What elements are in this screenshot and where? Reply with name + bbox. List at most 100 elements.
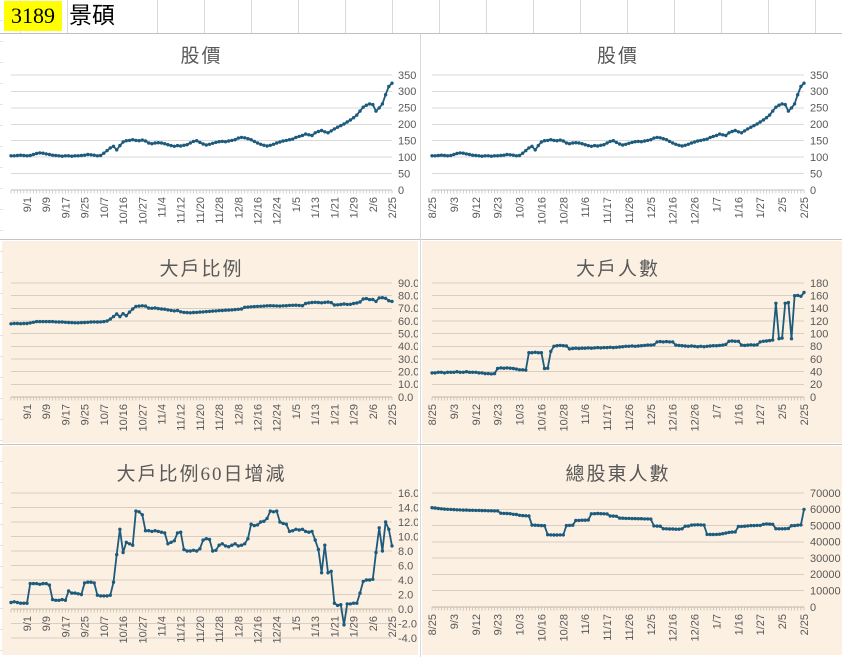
data-point-marker [380, 296, 385, 300]
x-axis-label: 1/29 [349, 197, 361, 218]
x-axis-label: 11/20 [195, 197, 207, 224]
data-point-marker [118, 314, 122, 319]
data-point-marker [233, 542, 237, 546]
data-point-marker [686, 142, 690, 146]
data-point-marker [307, 301, 311, 305]
data-point-marker [564, 141, 569, 145]
chart-canvas: 0 50 100 150 200 250 300 350 9/1 9/9 9/17 9/25 10/7 1… [9, 70, 416, 225]
data-point-marker [599, 143, 603, 147]
data-point-marker [552, 533, 556, 537]
x-axis-label: 11/12 [176, 404, 188, 431]
sheet-edge-ticks [0, 0, 3, 657]
data-point-marker [89, 320, 93, 324]
data-point-marker [577, 518, 581, 523]
y-axis-label: 100 [810, 329, 828, 341]
data-point-marker [47, 583, 52, 587]
stock-name-cell[interactable]: 景碩 [69, 3, 115, 28]
data-point-marker [22, 601, 26, 605]
data-point-marker [733, 339, 737, 343]
data-point-marker [630, 516, 634, 521]
x-axis-label: 1/13 [310, 404, 322, 425]
column-divider [420, 34, 421, 657]
data-point-marker [326, 131, 330, 135]
data-point-marker [131, 543, 135, 547]
data-point-marker [617, 345, 622, 349]
data-point-marker [102, 319, 106, 324]
y-axis-label: -2.0 [398, 618, 417, 630]
y-axis-label: 200 [398, 119, 416, 131]
data-point-marker [536, 523, 540, 528]
data-point-marker [521, 151, 525, 155]
stock-code-cell[interactable]: 3189 [4, 1, 62, 31]
data-point-marker [70, 320, 74, 325]
x-axis-label: 10/27 [137, 616, 149, 644]
data-point-marker [580, 518, 584, 522]
data-point-marker [223, 544, 228, 548]
x-axis-label: 11/4 [157, 616, 169, 637]
data-point-marker [278, 520, 282, 524]
data-point-marker [736, 524, 741, 529]
chart-panel-price-left[interactable]: 股價 0 50 100 150 200 250 300 350 9/1 9/9 9/17 9/25 10/… [2, 36, 418, 238]
x-axis-label: 2/6 [368, 616, 380, 631]
data-point-marker [211, 549, 215, 553]
data-point-marker [172, 309, 176, 313]
data-point-marker [137, 304, 141, 308]
x-axis-label: 2/5 [777, 197, 789, 212]
data-point-marker [608, 345, 612, 349]
data-point-marker [179, 310, 183, 314]
data-point-marker [329, 300, 333, 305]
chart-panel-price-right[interactable]: 股價 0 50 100 150 200 250 300 350 8/25 9/3 9/12 9/23 10… [422, 36, 842, 238]
y-axis-label: 20.0 [398, 367, 418, 379]
x-axis-label: 9/1 [22, 616, 34, 631]
data-point-marker [345, 602, 349, 606]
data-point-marker [758, 523, 762, 528]
chart-panel-big-holder-count[interactable]: 大戶人數 0 20 40 60 80 100 120 140 160 180 8/25 9/3 9/12 9… [422, 241, 842, 443]
data-point-marker [439, 153, 444, 157]
chart-panel-ratio-60day-change[interactable]: 大戶比例60日增減 -4.0 -2.0 0.0 2.0 4.0 6.0 8.0 10.0 12.0… [2, 446, 418, 655]
data-point-marker [439, 507, 444, 511]
chart-panel-big-holder-ratio[interactable]: 大戶比例 0.0 10.0 20.0 30.0 40.0 50.0 60.0 70.0 80.0 9… [2, 241, 418, 443]
data-point-marker [708, 532, 712, 537]
data-point-marker [182, 310, 186, 315]
data-point-marker [355, 601, 359, 605]
data-point-marker [310, 300, 314, 305]
data-point-marker [764, 522, 769, 526]
data-point-marker [105, 148, 109, 153]
data-point-marker [592, 512, 597, 516]
data-point-marker [150, 142, 154, 146]
data-point-marker [796, 523, 800, 527]
data-point-marker [249, 138, 253, 142]
data-point-marker [9, 154, 13, 158]
data-point-marker [530, 351, 534, 355]
data-point-marker [134, 304, 138, 309]
data-point-marker [677, 143, 681, 147]
data-point-marker [558, 343, 562, 348]
series-line [10, 510, 393, 626]
data-point-marker [530, 144, 534, 148]
y-axis-label: 150 [810, 136, 828, 148]
data-point-marker [323, 130, 327, 134]
data-point-marker [771, 338, 775, 342]
data-point-marker [323, 543, 327, 547]
data-point-marker [73, 154, 77, 158]
data-point-marker [433, 154, 437, 158]
data-point-marker [73, 591, 77, 595]
data-point-marker [611, 514, 615, 518]
x-axis-label: 9/17 [60, 404, 72, 425]
data-point-marker [521, 513, 525, 518]
data-point-marker [564, 523, 569, 528]
data-point-marker [153, 306, 157, 310]
data-point-marker [143, 139, 148, 143]
data-point-marker [552, 138, 556, 143]
data-point-marker [201, 310, 205, 314]
data-point-marker [82, 153, 87, 157]
data-point-marker [50, 597, 55, 602]
data-point-marker [259, 520, 263, 524]
y-axis-label: 300 [398, 86, 416, 98]
data-point-marker [195, 139, 199, 143]
data-point-marker [449, 153, 453, 158]
data-point-marker [464, 370, 469, 374]
data-point-marker [483, 154, 487, 158]
data-point-marker [342, 122, 346, 126]
chart-panel-total-shareholders[interactable]: 總股東人數 0 10000 20000 30000 40000 50000 60000 7000… [422, 446, 842, 655]
